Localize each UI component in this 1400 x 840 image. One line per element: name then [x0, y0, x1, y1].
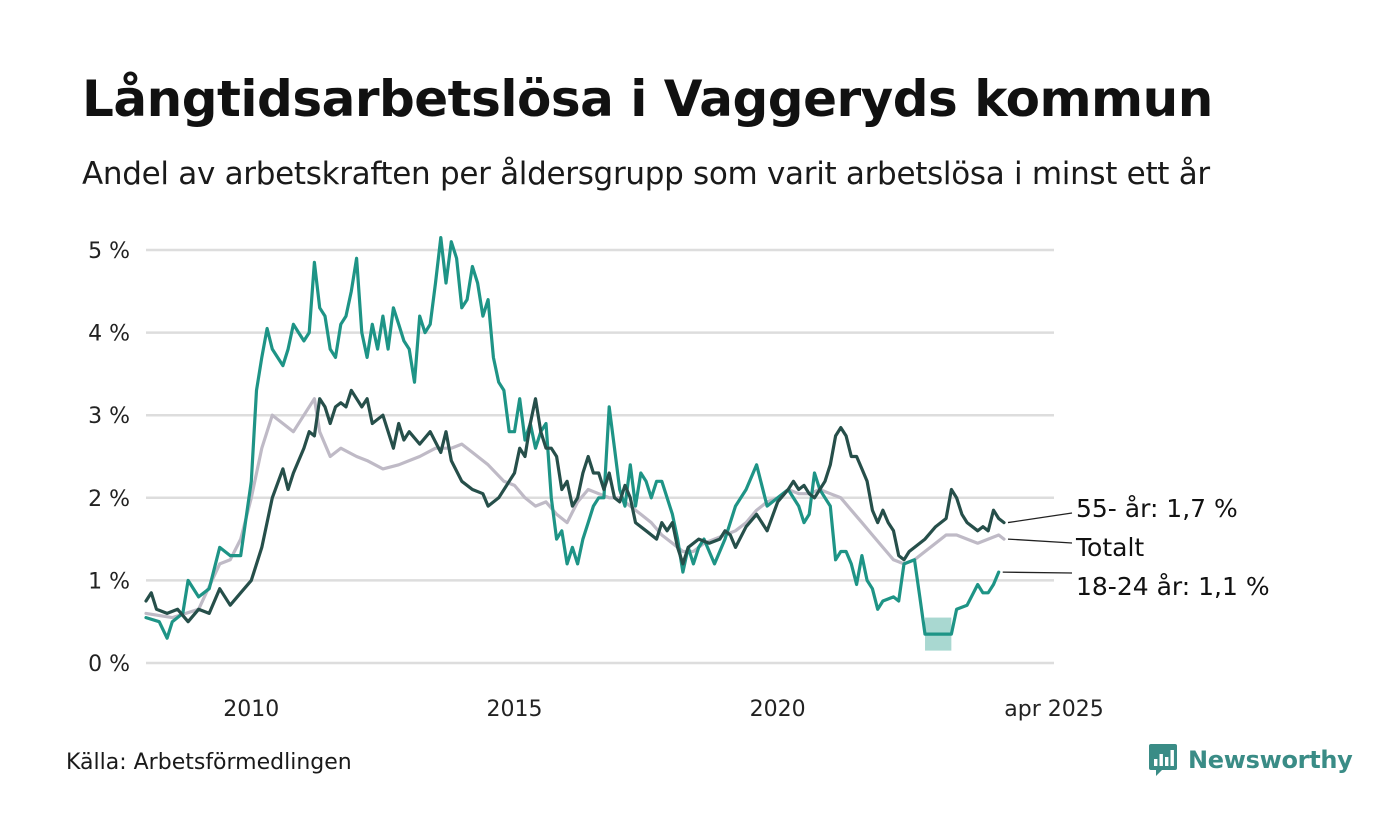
- y-tick-label: 4 %: [88, 322, 130, 347]
- series-lines: [144, 236, 1006, 640]
- series-label-total: Totalt: [1075, 533, 1144, 562]
- y-tick-label: 0 %: [88, 652, 130, 677]
- brand-logo[interactable]: Newsworthy: [1148, 742, 1353, 778]
- x-tick-label: apr 2025: [1004, 697, 1103, 722]
- y-tick-label: 5 %: [88, 239, 130, 264]
- label-leader-total: [1007, 538, 1073, 544]
- series-labels: 55- år: 1,7 % Totalt 18-24 år: 1,1 %: [1002, 494, 1270, 601]
- chart-subtitle: Andel av arbetskraften per åldersgrupp s…: [82, 156, 1210, 192]
- y-tick-label: 3 %: [88, 404, 130, 429]
- series-line-total: [144, 397, 1006, 620]
- series-label-young: 18-24 år: 1,1 %: [1076, 572, 1270, 601]
- x-tick-label: 2010: [223, 697, 279, 722]
- x-tick-label: 2020: [750, 697, 806, 722]
- chart-title: Långtidsarbetslösa i Vaggeryds kommun: [82, 70, 1213, 128]
- label-leader-young: [1002, 571, 1073, 574]
- y-tick-label: 2 %: [88, 487, 130, 512]
- axis-tick-labels: 0 % 1 % 2 % 3 % 4 % 5 % 2010 2015 2020 apr 2025: [88, 239, 1104, 722]
- x-tick-label: 2015: [486, 697, 542, 722]
- series-label-old: 55- år: 1,7 %: [1076, 494, 1238, 523]
- source-note: Källa: Arbetsförmedlingen: [66, 750, 352, 775]
- label-leader-old: [1007, 512, 1073, 524]
- gridlines: [146, 248, 1054, 665]
- series-line-young: [144, 236, 1001, 640]
- brand-name: Newsworthy: [1188, 746, 1353, 774]
- series-line-old: [144, 388, 1006, 624]
- newsworthy-chart-icon: [1149, 744, 1177, 776]
- y-tick-label: 1 %: [88, 569, 130, 594]
